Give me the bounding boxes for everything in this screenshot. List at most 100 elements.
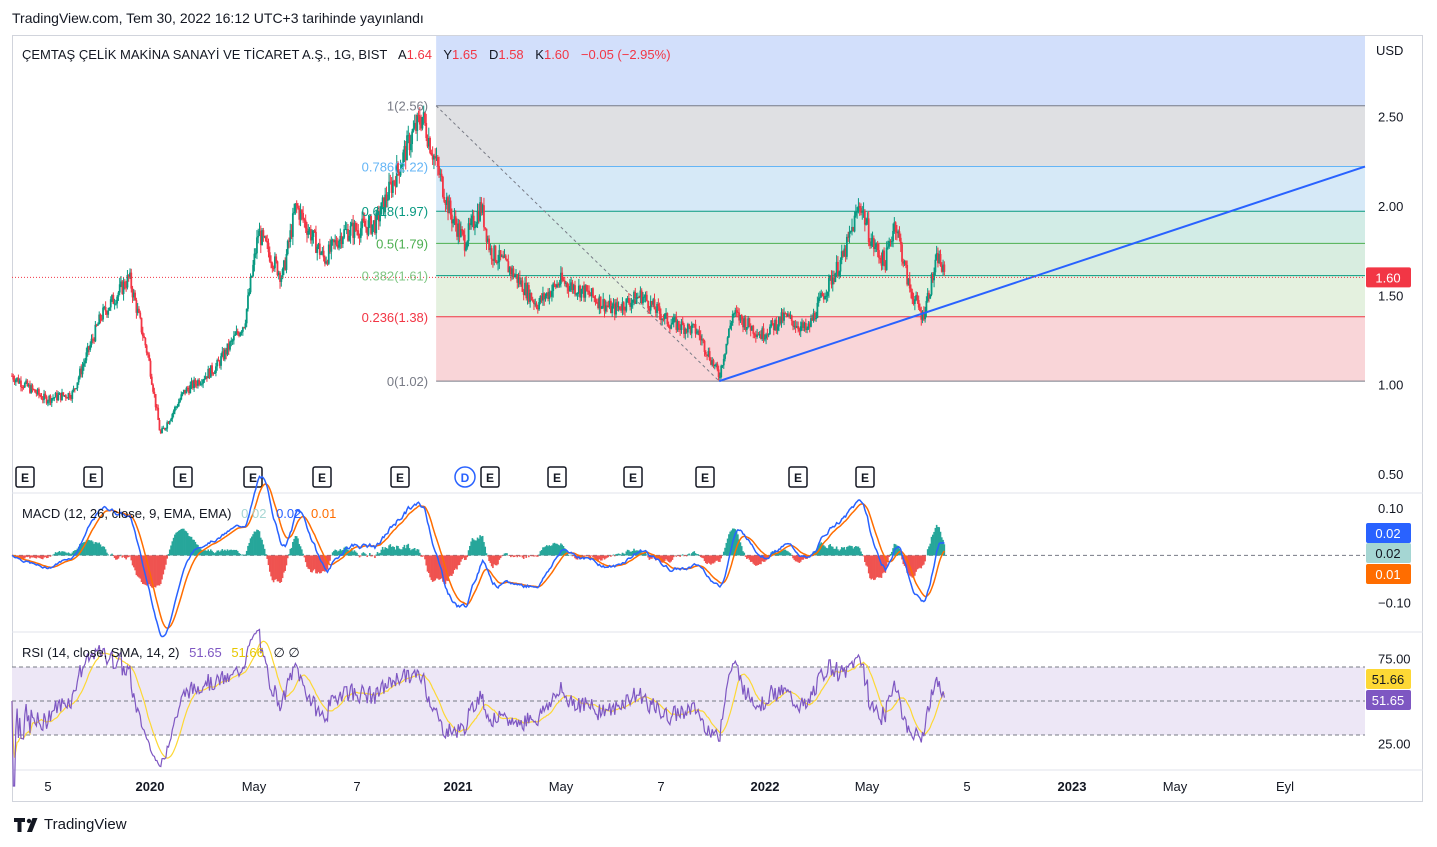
- candle-body: [336, 244, 339, 248]
- candle-body: [694, 324, 697, 334]
- price-axis[interactable]: 2.50 2.00 1.50 1.00 0.50 1.60: [1366, 109, 1411, 482]
- candle-body: [717, 369, 720, 378]
- macd-histogram-bar: [308, 555, 311, 570]
- candle-body: [189, 385, 192, 394]
- macd-histogram-bar: [716, 555, 719, 561]
- macd-histogram-bar: [589, 555, 592, 558]
- candle-body: [32, 389, 35, 391]
- candle-body: [403, 145, 406, 153]
- candle-body: [883, 250, 885, 262]
- macd-histogram-bar: [797, 555, 799, 563]
- macd-histogram-bar: [258, 531, 261, 556]
- candle-body: [920, 311, 923, 320]
- macd-histogram-bar: [374, 555, 376, 559]
- macd-histogram-bar: [240, 554, 243, 556]
- macd-histogram-bar: [465, 555, 467, 560]
- candle-body: [870, 241, 873, 246]
- candle-body: [68, 393, 71, 399]
- earnings-marker[interactable]: [15, 466, 35, 488]
- candle-body: [81, 366, 84, 375]
- brand-name: TradingView: [44, 816, 127, 833]
- candle-body: [901, 244, 903, 262]
- candle-body: [252, 264, 255, 276]
- candle-body: [274, 256, 276, 269]
- candle-body: [529, 292, 532, 302]
- earnings-marker[interactable]: [83, 466, 103, 488]
- macd-histogram-bar: [419, 552, 421, 556]
- macd-histogram-bar: [552, 543, 554, 556]
- candle-body: [175, 406, 178, 408]
- macd-histogram-bar: [201, 549, 203, 556]
- earnings-marker[interactable]: [390, 466, 410, 488]
- open-value: 1.64: [407, 47, 432, 62]
- macd-histogram-bar: [136, 555, 139, 577]
- earnings-marker[interactable]: [173, 466, 193, 488]
- candle-body: [23, 382, 26, 388]
- macd-histogram-bar: [262, 544, 265, 556]
- candle-body: [329, 244, 331, 252]
- candle-body: [63, 395, 66, 397]
- rsi-line: [11, 628, 945, 787]
- candle-body: [898, 231, 901, 238]
- candle-body: [259, 230, 262, 246]
- macd-histogram-bar: [615, 554, 617, 556]
- macd-histogram-bar: [847, 546, 849, 556]
- macd-histogram-bar: [851, 546, 853, 556]
- dividend-marker[interactable]: [454, 466, 476, 488]
- macd-histogram-bar: [749, 555, 752, 562]
- candle-body: [49, 395, 52, 403]
- candle-body: [672, 317, 675, 323]
- trend-line[interactable]: [718, 165, 1366, 383]
- candle-body: [566, 282, 569, 288]
- candle-body: [813, 312, 816, 320]
- earnings-marker[interactable]: [547, 466, 567, 488]
- candle-body: [359, 228, 362, 238]
- macd-histogram-bar: [390, 546, 393, 556]
- macd-histogram-bar: [462, 555, 465, 558]
- candle-body: [502, 255, 505, 258]
- candle-body: [627, 298, 630, 304]
- fib-level-label: 0.786(2.22): [362, 160, 429, 175]
- candle-body: [241, 327, 244, 332]
- macd-histogram-bar: [758, 555, 761, 565]
- candle-body: [211, 365, 213, 374]
- tradingview-logo[interactable]: TradingView: [14, 816, 127, 833]
- macd-histogram-bar: [408, 548, 411, 556]
- fib-labels: 1(2.56) 0.786(2.22) 0.618(1.97) 0.5(1.79) 0.…: [362, 99, 429, 389]
- candle-body: [727, 328, 730, 338]
- earnings-marker[interactable]: [695, 466, 715, 488]
- candle-body: [240, 331, 243, 333]
- macd-histogram-bar: [380, 549, 383, 556]
- candle-body: [894, 222, 897, 233]
- macd-histogram-bar: [324, 555, 326, 572]
- fibonacci-retracement[interactable]: [436, 36, 1366, 382]
- macd-histogram-bar: [688, 553, 690, 556]
- candle-body: [261, 230, 263, 246]
- candle-body: [562, 280, 565, 282]
- candle-body: [561, 272, 564, 281]
- earnings-marker[interactable]: [788, 466, 808, 488]
- macd-histogram-bar: [490, 555, 493, 567]
- time-axis[interactable]: 5 2020 May 7 2021 May 7 2022 May 5 2023 May Eyl: [44, 779, 1294, 794]
- earnings-marker[interactable]: [312, 466, 332, 488]
- earnings-marker[interactable]: [623, 466, 643, 488]
- macd-histogram-bar: [601, 555, 603, 561]
- macd-histogram-bar: [184, 530, 186, 556]
- macd-histogram-bar: [162, 555, 165, 575]
- candle-body: [43, 393, 45, 400]
- macd-histogram-bar: [202, 550, 204, 556]
- macd-histogram-bar: [739, 542, 742, 556]
- macd-histogram-bar: [906, 555, 908, 573]
- candle-body: [347, 229, 349, 241]
- candle-body: [688, 324, 691, 327]
- macd-histogram-bar: [488, 555, 490, 562]
- earnings-marker[interactable]: [855, 466, 875, 488]
- earnings-marker[interactable]: [480, 466, 500, 488]
- candle-body: [524, 282, 526, 295]
- macd-histogram-bar: [259, 537, 262, 556]
- rsi-pane: 75.00 25.00 51.66 51.65: [11, 628, 1411, 787]
- macd-histogram-bar: [238, 552, 240, 556]
- macd-histogram-bar: [525, 555, 528, 558]
